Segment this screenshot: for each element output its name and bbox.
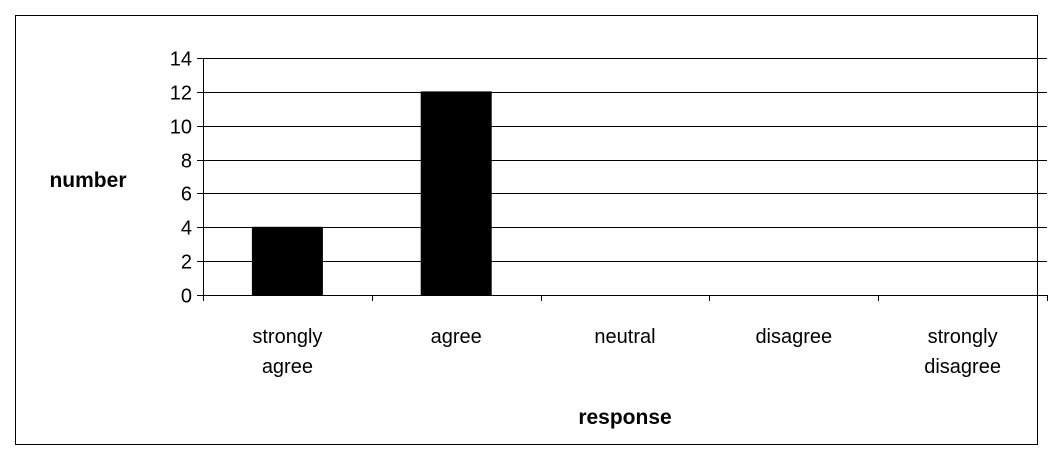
bars	[251, 91, 492, 296]
y-tick-label: 2	[181, 252, 192, 274]
y-tick-label: 8	[181, 151, 192, 173]
gridlines	[203, 58, 1047, 262]
x-tick-label: disagree	[755, 326, 832, 348]
chart-frame	[15, 15, 1038, 445]
x-tick-label: neutral	[594, 326, 655, 348]
bar	[251, 226, 323, 296]
x-tick-label: strongly disagree	[924, 326, 1001, 378]
bar	[420, 91, 492, 296]
y-tick-labels: 0 2 4 6 8 10 12 14	[170, 49, 192, 308]
y-tick-label: 6	[181, 184, 192, 206]
x-axis-title: response	[578, 406, 671, 429]
x-tick-label: strongly agree	[252, 326, 322, 378]
y-tick-label: 12	[170, 83, 192, 105]
y-tick-label: 14	[170, 49, 192, 71]
y-axis-title: number	[49, 169, 126, 192]
y-tick-label: 10	[170, 117, 192, 139]
x-tick-label: agree	[431, 326, 482, 348]
axes	[197, 58, 1048, 301]
y-tick-label: 4	[181, 218, 192, 240]
x-tick-labels: strongly agree agree neutral disagree strongl…	[252, 326, 1001, 378]
y-tick-label: 0	[181, 286, 192, 308]
